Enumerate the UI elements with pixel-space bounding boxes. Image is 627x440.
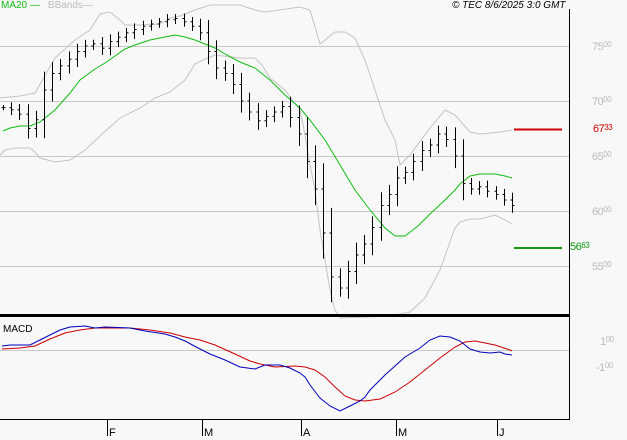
resistance-label: 6733	[593, 123, 613, 135]
macd-line	[1, 325, 513, 412]
macd-signal-line	[1, 327, 513, 402]
legend-bbands: BBands—	[47, 0, 93, 11]
macd-label-minus-100: -100	[596, 361, 613, 374]
ma20-line	[2, 34, 513, 237]
support-label: 5663	[570, 241, 590, 253]
x-label-may: M	[398, 427, 408, 439]
x-label-apr: A	[303, 427, 311, 439]
bband-upper-line	[0, 4, 513, 167]
price-label-7000: 7000	[592, 95, 612, 108]
price-label-7500: 7500	[592, 40, 612, 53]
price-label-6000: 6000	[592, 205, 612, 218]
chart-legend: MA20 — BBands—	[1, 0, 93, 12]
x-label-feb: F	[109, 427, 116, 439]
price-label-6500: 6500	[592, 150, 612, 163]
x-label-jun: J	[499, 427, 505, 439]
ohlc-bars	[1, 13, 515, 303]
bband-lower-line	[0, 54, 513, 319]
price-gridlines	[0, 46, 569, 267]
x-axis-ticks	[107, 420, 498, 436]
macd-title: MACD	[3, 324, 33, 335]
price-label-5500: 5500	[592, 260, 612, 273]
x-label-mar: M	[204, 427, 214, 439]
macd-label-100: 100	[600, 335, 614, 348]
copyright-timestamp: © TEC 8/6/2025 3:0 GMT	[452, 0, 566, 11]
legend-ma20: MA20 —	[1, 0, 40, 11]
